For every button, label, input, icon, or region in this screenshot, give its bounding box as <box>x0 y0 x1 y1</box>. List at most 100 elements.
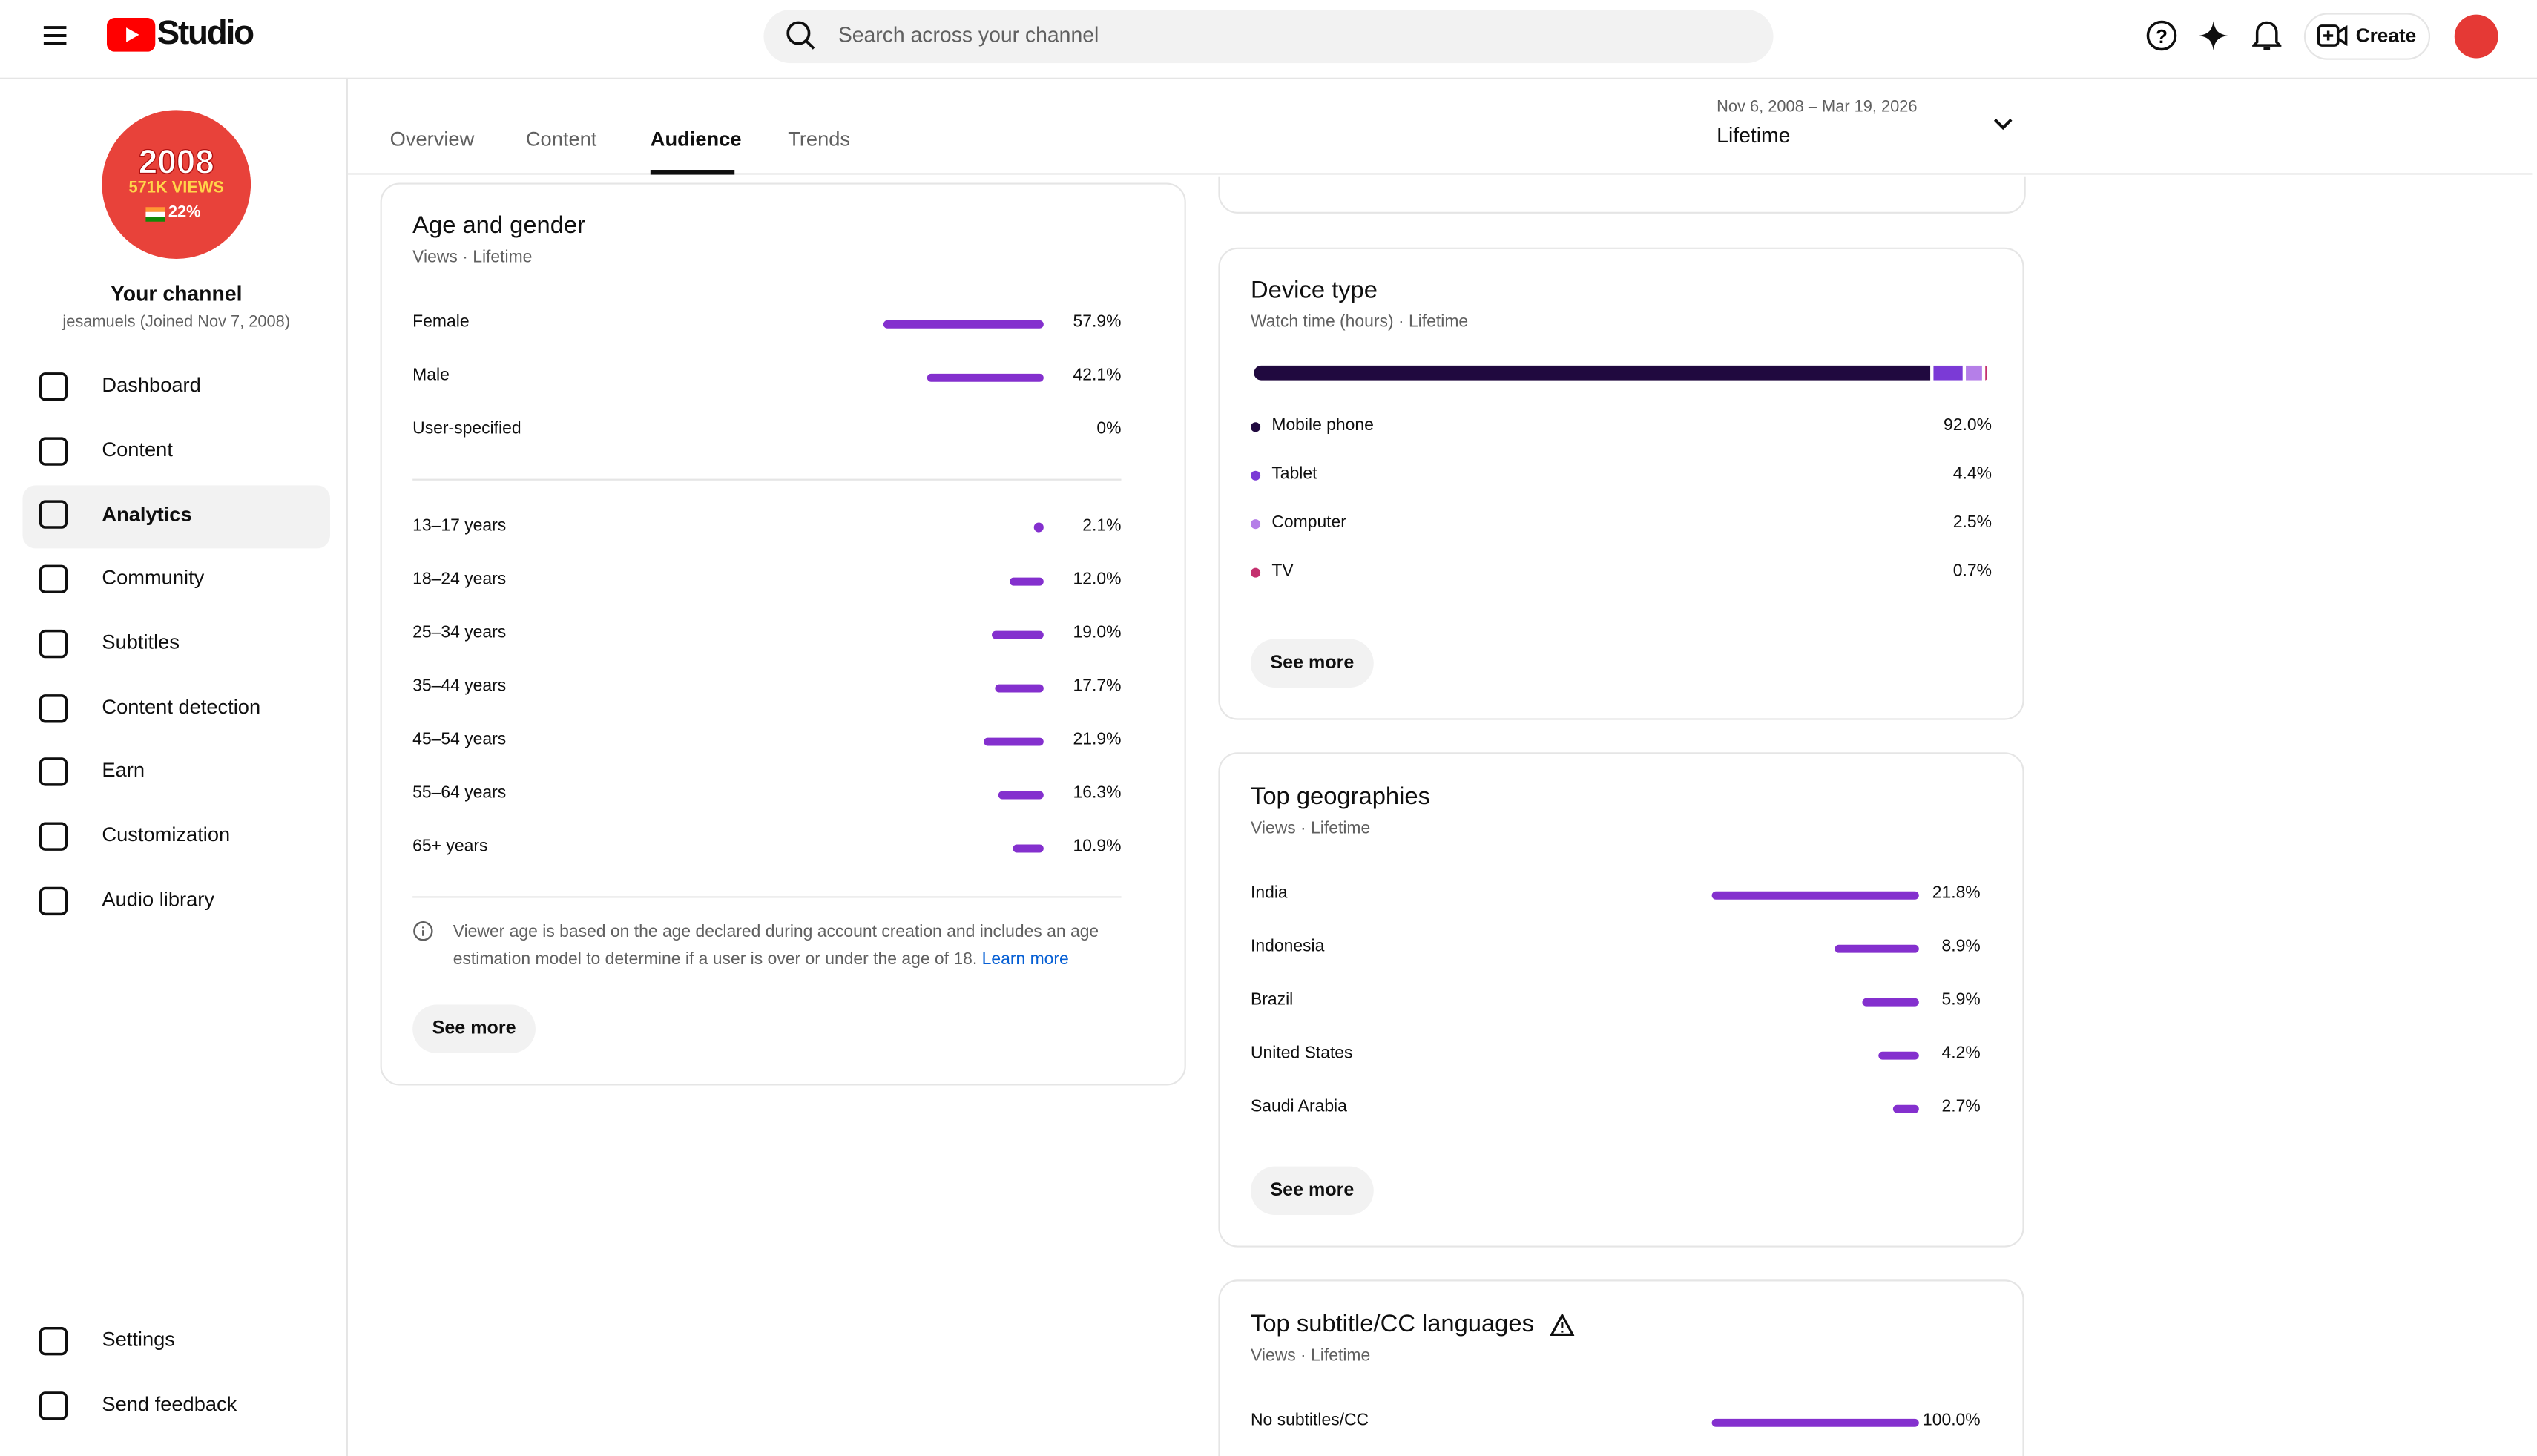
nav-highlight <box>22 485 330 549</box>
flag-icon <box>145 207 165 222</box>
card-title: Age and gender <box>412 211 586 240</box>
row-value: 2.1% <box>1082 516 1122 537</box>
row-label: 13–17 years <box>412 516 507 537</box>
nav-icon <box>39 436 68 466</box>
account-avatar[interactable] <box>2454 14 2498 59</box>
channel-avatar[interactable] <box>102 110 251 259</box>
legend-dot <box>1251 470 1261 481</box>
row-label: TV <box>1271 561 1294 582</box>
search-box[interactable] <box>763 10 1774 64</box>
bar <box>1711 1417 1919 1426</box>
row-label: Brazil <box>1251 990 1294 1011</box>
content-area <box>348 176 2533 1456</box>
row-label: 25–34 years <box>412 623 507 643</box>
bar <box>1863 997 1919 1006</box>
previous-card <box>1218 176 2026 214</box>
see-more-button[interactable]: See more <box>412 1004 536 1053</box>
age-divider-2 <box>412 896 1122 898</box>
date-chevron[interactable] <box>1992 116 2015 133</box>
search-icon <box>786 21 815 50</box>
sparkle-icon[interactable] <box>2199 21 2228 50</box>
help-icon[interactable]: ? <box>2145 19 2178 52</box>
row-value: 19.0% <box>1073 623 1122 643</box>
bar <box>1834 943 1919 952</box>
date-range[interactable]: Nov 6, 2008 – Mar 19, 2026 <box>1717 99 1918 117</box>
tab[interactable]: Trends <box>788 128 851 151</box>
tab[interactable]: Audience <box>650 128 742 151</box>
nav-item[interactable]: Subtitles <box>102 630 180 654</box>
tab[interactable]: Content <box>525 128 597 151</box>
nav-item[interactable]: Dashboard <box>102 374 201 397</box>
note: Viewer age is based on the age declared … <box>453 922 1099 969</box>
stacked-segment <box>1966 365 1982 381</box>
row-value: 42.1% <box>1073 366 1122 386</box>
row-label: 45–54 years <box>412 730 507 750</box>
menu-icon[interactable] <box>41 21 70 50</box>
bar <box>994 683 1044 692</box>
nav-item[interactable]: Send feedback <box>102 1393 237 1417</box>
see-more-button[interactable]: See more <box>1251 1166 1374 1216</box>
bar <box>1010 576 1044 585</box>
row-label: Tablet <box>1271 465 1317 485</box>
avatar-year: 2008 <box>138 143 214 182</box>
nav-icon <box>39 564 68 594</box>
row-label: No subtitles/CC <box>1251 1411 1369 1432</box>
legend-dot <box>1251 567 1261 578</box>
date-range-label[interactable]: Lifetime <box>1717 122 1791 148</box>
bar <box>883 319 1044 328</box>
row-label: India <box>1251 883 1288 904</box>
row-value: 0% <box>1096 419 1122 440</box>
nav-icon <box>39 822 68 851</box>
row-label: Saudi Arabia <box>1251 1097 1347 1118</box>
row-value: 2.5% <box>1952 513 1992 533</box>
create-button[interactable] <box>2303 13 2431 60</box>
search-placeholder: Search across your channel <box>838 22 1099 47</box>
row-value: 16.3% <box>1073 783 1122 803</box>
row-label: Female <box>412 313 470 333</box>
tab[interactable]: Overview <box>389 128 475 151</box>
row-label: 35–44 years <box>412 676 507 696</box>
nav-item[interactable]: Audio library <box>102 888 214 911</box>
age-gender-card <box>380 182 1186 1086</box>
warning-icon[interactable] <box>1550 1314 1575 1337</box>
bar <box>1711 890 1919 899</box>
nav-item[interactable]: Analytics <box>102 502 192 526</box>
nav-item[interactable]: Community <box>102 567 205 590</box>
row-label: Male <box>412 366 450 386</box>
row-label: 65+ years <box>412 837 488 857</box>
subtitle-card <box>1218 1279 2024 1456</box>
nav-icon <box>39 694 68 722</box>
svg-text:?: ? <box>2156 25 2168 47</box>
card-subtitle: Views · Lifetime <box>1251 819 1371 839</box>
see-more-button[interactable]: See more <box>1251 639 1374 688</box>
row-value: 10.9% <box>1073 837 1122 857</box>
youtube-logo[interactable] <box>106 17 156 52</box>
nav-icon <box>39 372 68 401</box>
logo-text[interactable]: Studio <box>157 14 255 52</box>
nav-item[interactable]: Earn <box>102 759 145 783</box>
sidebar <box>0 79 348 1456</box>
bar <box>1033 522 1044 533</box>
row-value: 0.7% <box>1952 561 1992 582</box>
nav-icon <box>39 1326 68 1356</box>
row-value: 5.9% <box>1941 990 1981 1011</box>
learn-more-link[interactable]: Learn more <box>981 949 1069 969</box>
legend-dot <box>1251 422 1261 432</box>
tab-bar <box>347 79 2533 175</box>
row-value: 21.9% <box>1073 730 1122 750</box>
nav-icon <box>39 757 68 786</box>
nav-item[interactable]: Customization <box>102 823 231 847</box>
bell-icon[interactable] <box>2252 19 2282 52</box>
row-label: Mobile phone <box>1271 416 1374 436</box>
bar <box>983 737 1044 745</box>
nav-item[interactable]: Settings <box>102 1328 175 1351</box>
channel-subtitle: jesamuels (Joined Nov 7, 2008) <box>62 314 291 332</box>
bar <box>990 630 1044 639</box>
tab-underline <box>650 170 735 175</box>
avatar-views: 571K VIEWS <box>128 179 224 198</box>
legend-dot <box>1251 519 1261 530</box>
top-bar <box>0 0 2537 79</box>
card-subtitle: Watch time (hours) · Lifetime <box>1251 313 1469 333</box>
nav-item[interactable]: Content <box>102 438 173 461</box>
nav-item[interactable]: Content detection <box>102 695 261 718</box>
